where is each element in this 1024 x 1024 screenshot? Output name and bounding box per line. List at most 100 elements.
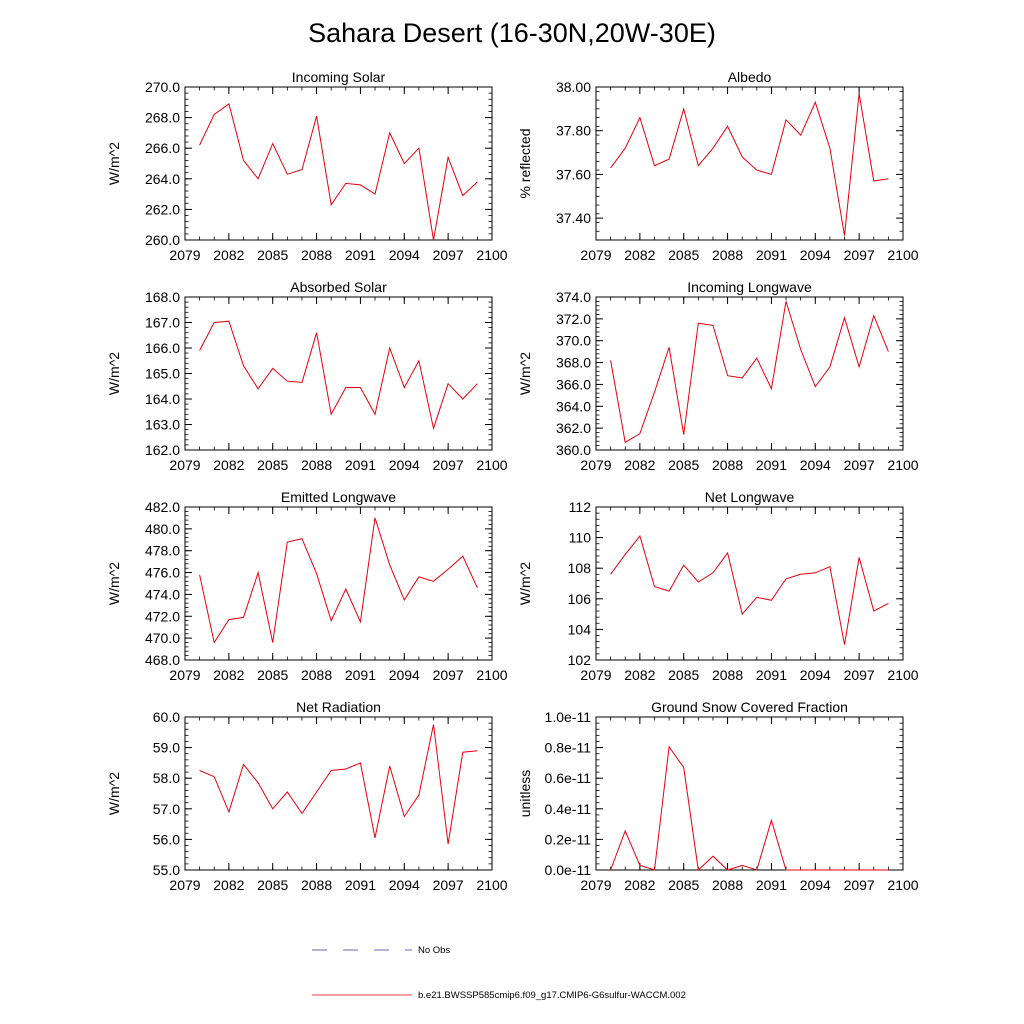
x-tick-label: 2097 xyxy=(433,667,464,683)
y-tick-label: 106 xyxy=(568,591,592,607)
y-tick-label: 162.0 xyxy=(145,442,180,458)
panel-title: Net Longwave xyxy=(705,489,795,505)
legend: No Obs b.e21.BWSSP585cmip6.f09_g17.CMIP6… xyxy=(312,945,686,1001)
series-line xyxy=(610,93,889,236)
y-tick-label: 110 xyxy=(569,530,592,546)
x-tick-label: 2091 xyxy=(756,247,787,263)
panel-title: Ground Snow Covered Fraction xyxy=(651,699,848,715)
x-tick-label: 2094 xyxy=(800,457,831,473)
x-tick-label: 2091 xyxy=(756,667,787,683)
x-tick-label: 2091 xyxy=(345,877,376,893)
x-tick-label: 2094 xyxy=(389,247,420,263)
series-line xyxy=(610,745,889,872)
x-tick-label: 2082 xyxy=(213,457,244,473)
y-tick-label: 102 xyxy=(568,652,592,668)
y-tick-label: 37.80 xyxy=(556,123,591,139)
y-tick-label: 0.0e-11 xyxy=(545,862,592,878)
panel-4: 2079 2082 2085 2088 2091 2094 2097 2100 360.0 362… xyxy=(517,279,919,473)
x-tick-label: 2097 xyxy=(844,667,875,683)
y-tick-label: 478.0 xyxy=(145,543,180,559)
y-tick-label: 268.0 xyxy=(145,110,180,126)
x-tick-label: 2091 xyxy=(345,247,376,263)
x-tick-label: 2088 xyxy=(712,457,743,473)
y-tick-label: 37.60 xyxy=(556,166,591,182)
x-tick-label: 2100 xyxy=(887,457,918,473)
y-axis-label: W/m^2 xyxy=(106,772,122,815)
x-tick-label: 2085 xyxy=(668,667,699,683)
x-tick-label: 2100 xyxy=(887,247,918,263)
y-tick-label: 474.0 xyxy=(145,586,180,602)
x-tick-label: 2088 xyxy=(301,877,332,893)
x-tick-label: 2079 xyxy=(169,877,200,893)
y-tick-label: 470.0 xyxy=(145,630,180,646)
x-tick-label: 2082 xyxy=(624,667,655,683)
x-tick-label: 2094 xyxy=(800,667,831,683)
x-tick-label: 2082 xyxy=(213,667,244,683)
x-tick-label: 2079 xyxy=(169,247,200,263)
x-tick-label: 2097 xyxy=(844,877,875,893)
panel-frame xyxy=(595,296,904,451)
x-tick-label: 2088 xyxy=(712,667,743,683)
panel-frame xyxy=(184,296,493,451)
x-tick-label: 2097 xyxy=(844,247,875,263)
x-tick-label: 2091 xyxy=(756,877,787,893)
panel-title: Incoming Longwave xyxy=(687,279,812,295)
y-tick-label: 59.0 xyxy=(153,740,180,756)
x-tick-label: 2079 xyxy=(580,457,611,473)
y-tick-label: 57.0 xyxy=(153,801,180,817)
panel-8: 2079 2082 2085 2088 2091 2094 2097 2100 0.0e-11 0… xyxy=(517,699,919,893)
series-line xyxy=(610,301,889,444)
x-tick-label: 2082 xyxy=(624,247,655,263)
x-tick-label: 2079 xyxy=(580,247,611,263)
x-tick-label: 2088 xyxy=(301,247,332,263)
y-tick-label: 360.0 xyxy=(556,442,591,458)
y-tick-label: 168.0 xyxy=(145,289,180,305)
panel-2: 2079 2082 2085 2088 2091 2094 2097 2100 37.40 37.… xyxy=(517,69,919,263)
figure-title: Sahara Desert (16-30N,20W-30E) xyxy=(308,18,716,48)
x-tick-label: 2094 xyxy=(800,877,831,893)
x-tick-label: 2085 xyxy=(257,457,288,473)
y-tick-label: 38.00 xyxy=(556,79,591,95)
y-axis-label: W/m^2 xyxy=(106,352,122,395)
y-tick-label: 0.6e-11 xyxy=(545,770,592,786)
x-tick-label: 2082 xyxy=(213,877,244,893)
y-tick-label: 163.0 xyxy=(145,417,180,433)
y-axis-label: W/m^2 xyxy=(517,562,533,605)
x-tick-label: 2091 xyxy=(756,457,787,473)
x-tick-label: 2082 xyxy=(624,877,655,893)
x-tick-label: 2085 xyxy=(257,667,288,683)
series-line xyxy=(610,535,889,645)
x-tick-label: 2079 xyxy=(580,667,611,683)
x-tick-label: 2079 xyxy=(580,877,611,893)
x-tick-label: 2085 xyxy=(257,247,288,263)
y-axis-label: % reflected xyxy=(517,128,533,198)
y-tick-label: 482.0 xyxy=(145,499,180,515)
y-tick-label: 56.0 xyxy=(153,831,180,847)
y-tick-label: 0.8e-11 xyxy=(545,740,592,756)
panel-title: Incoming Solar xyxy=(292,69,386,85)
y-tick-label: 37.40 xyxy=(556,210,591,226)
x-tick-label: 2088 xyxy=(712,877,743,893)
x-tick-label: 2094 xyxy=(389,877,420,893)
y-tick-label: 370.0 xyxy=(556,333,591,349)
panel-title: Emitted Longwave xyxy=(281,489,396,505)
y-axis-label: W/m^2 xyxy=(106,142,122,185)
panel-5: 2079 2082 2085 2088 2091 2094 2097 2100 468.0 470… xyxy=(106,489,508,683)
panel-7: 2079 2082 2085 2088 2091 2094 2097 2100 55.0 56.0… xyxy=(106,699,508,893)
y-tick-label: 165.0 xyxy=(145,366,180,382)
panel-3: 2079 2082 2085 2088 2091 2094 2097 2100 162.0 163… xyxy=(106,279,508,473)
x-tick-label: 2079 xyxy=(169,667,200,683)
x-tick-label: 2100 xyxy=(476,877,507,893)
x-tick-label: 2094 xyxy=(389,457,420,473)
y-tick-label: 60.0 xyxy=(153,709,180,725)
x-tick-label: 2100 xyxy=(887,667,918,683)
panel-frame xyxy=(184,86,493,241)
x-tick-label: 2088 xyxy=(712,247,743,263)
x-tick-label: 2100 xyxy=(476,457,507,473)
y-tick-label: 58.0 xyxy=(153,770,180,786)
series-line xyxy=(199,724,478,845)
x-tick-label: 2097 xyxy=(844,457,875,473)
x-tick-label: 2082 xyxy=(624,457,655,473)
y-axis-label: W/m^2 xyxy=(106,562,122,605)
